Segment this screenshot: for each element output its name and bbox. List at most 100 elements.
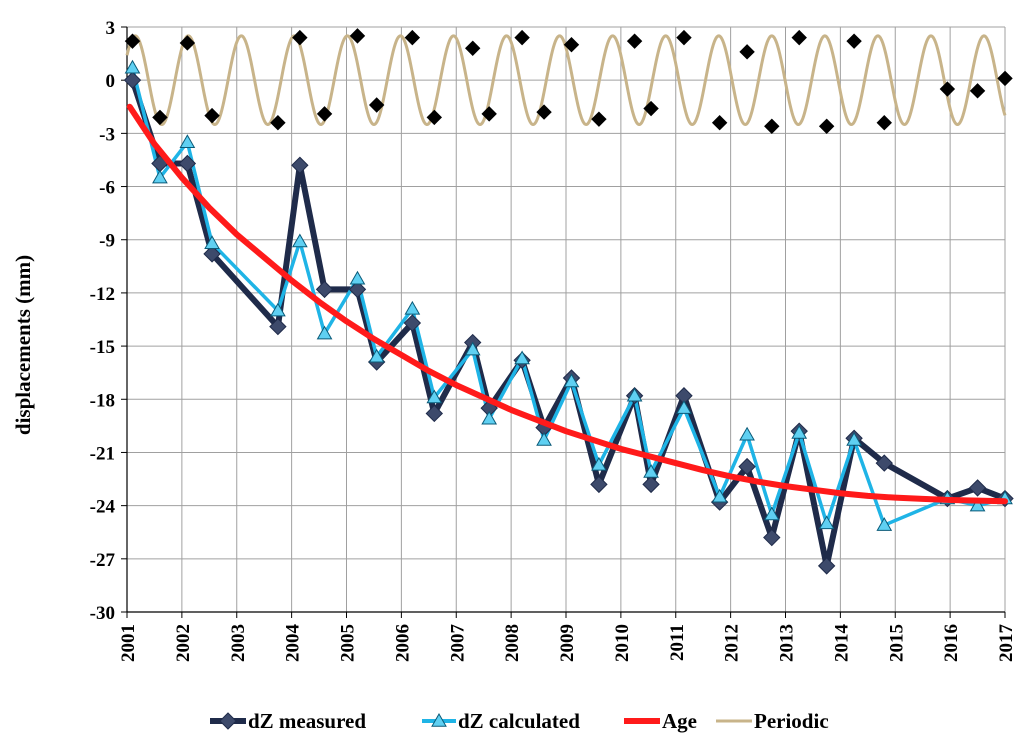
dz-measured-point: [348, 280, 367, 299]
y-tick-label: 3: [106, 18, 116, 39]
x-tick-label: 2010: [612, 624, 633, 662]
periodic-point: [876, 115, 892, 131]
y-tick-label: -27: [90, 550, 116, 571]
y-tick-label: 0: [106, 71, 116, 92]
dz-calculated-point: [626, 387, 643, 402]
dz-calculated-point: [464, 341, 481, 356]
dz-calculated-point: [536, 432, 552, 446]
dz-measured-point: [203, 245, 221, 263]
periodic-point: [481, 106, 497, 122]
legend-label: Periodic: [754, 709, 829, 733]
series-age-line: [126, 103, 1008, 505]
dz-measured-point: [178, 154, 197, 173]
dz-measured-point: [403, 314, 422, 332]
series-layer: [123, 28, 1014, 575]
periodic-point: [204, 107, 220, 124]
periodic-point: [426, 109, 443, 126]
x-tick-labels: 2001 2002 2003 2004 2005 2006 2007 2008 2009 2010…: [118, 624, 1017, 663]
periodic-point: [536, 104, 552, 120]
dz-calculated-point: [291, 233, 308, 248]
dz-calculated-point: [563, 373, 580, 388]
x-tick-label: 2001: [118, 624, 139, 662]
dz-measured-point: [738, 457, 756, 476]
dz-calculated-point: [152, 169, 168, 184]
periodic-point: [739, 44, 755, 60]
dz-measured-point: [315, 280, 334, 299]
x-tick-label: 2016: [941, 624, 962, 662]
legend: dZ measured dZ calculated Age Periodic: [210, 709, 829, 733]
periodic-point: [563, 37, 580, 53]
dz-calculated-point: [270, 302, 286, 317]
series-periodic-line: [125, 34, 1007, 127]
dz-measured-point: [425, 404, 444, 423]
periodic-point: [643, 100, 659, 117]
dz-calculated-point: [591, 456, 607, 471]
y-tick-label: -6: [99, 178, 115, 199]
series-dz-measured-line: [129, 79, 1007, 569]
dz-calculated-point: [179, 134, 196, 148]
dz-measured-point: [763, 528, 781, 547]
periodic-point: [764, 118, 780, 134]
dz-calculated-point: [676, 400, 692, 414]
x-tick-label: 2008: [502, 624, 523, 662]
dz-measured-point: [968, 479, 987, 497]
y-axis-title: displacements (mm): [11, 255, 35, 435]
dz-calculated-point: [711, 488, 728, 503]
dz-calculated-point: [514, 350, 530, 365]
dz-measured-point: [269, 317, 287, 336]
periodic-point: [316, 106, 333, 122]
legend-item: Periodic: [716, 709, 829, 733]
periodic-point: [152, 109, 168, 126]
legend-label: Age: [662, 709, 697, 733]
dz-measured-point: [123, 71, 142, 89]
periodic-point: [791, 29, 807, 46]
y-tick-label: -24: [90, 497, 116, 518]
dz-calculated-point: [316, 325, 333, 340]
periodic-point: [292, 29, 308, 46]
legend-label: dZ measured: [248, 709, 366, 733]
periodic-point: [591, 111, 607, 127]
dz-calculated-point: [404, 300, 421, 315]
dz-calculated-point: [204, 235, 220, 250]
periodic-point: [368, 97, 385, 113]
x-tick-label: 2013: [777, 624, 798, 662]
periodic-point: [124, 33, 141, 49]
dz-measured-point: [817, 557, 836, 575]
legend-label: dZ calculated: [458, 709, 580, 733]
x-tick-label: 2011: [667, 624, 688, 661]
y-tick-label: -21: [90, 443, 115, 464]
x-tick-label: 2009: [557, 624, 578, 662]
y-tick-label: -9: [99, 231, 115, 252]
dz-measured-point: [590, 475, 608, 494]
dz-calculated-point: [791, 424, 808, 439]
y-tick-label: -15: [90, 337, 115, 358]
x-tick-label: 2015: [886, 624, 907, 662]
dz-calculated-point: [643, 463, 659, 478]
periodic-point: [997, 70, 1013, 87]
dz-calculated-point: [739, 426, 755, 441]
dz-calculated-point: [426, 389, 443, 404]
periodic-point: [846, 33, 862, 49]
periodic-point: [939, 81, 956, 97]
dz-calculated-point: [818, 515, 835, 530]
periodic-point: [818, 118, 835, 134]
x-tick-label: 2006: [392, 624, 413, 662]
dz-calculated-point: [349, 270, 366, 285]
legend-marker: [219, 712, 237, 730]
dz-measured-point: [875, 454, 893, 472]
x-tick-label: 2014: [831, 624, 852, 663]
legend-marker: [431, 712, 447, 727]
x-tick-label: 2002: [173, 624, 194, 662]
legend-item: Age: [624, 709, 697, 733]
y-tick-label: -30: [90, 603, 115, 624]
x-tick-label: 2005: [338, 624, 359, 662]
dz-calculated-point: [846, 432, 862, 446]
x-tick-label: 2017: [996, 624, 1017, 663]
periodic-point: [270, 115, 286, 131]
y-tick-labels: 3 0 -3 -6 -9 -12 -15 -18 -21 -24 -27 -30: [90, 18, 116, 624]
y-tick-label: -18: [90, 390, 115, 411]
legend-item: dZ measured: [210, 709, 366, 733]
periodic-point: [711, 115, 728, 131]
x-tick-label: 2003: [228, 624, 249, 662]
